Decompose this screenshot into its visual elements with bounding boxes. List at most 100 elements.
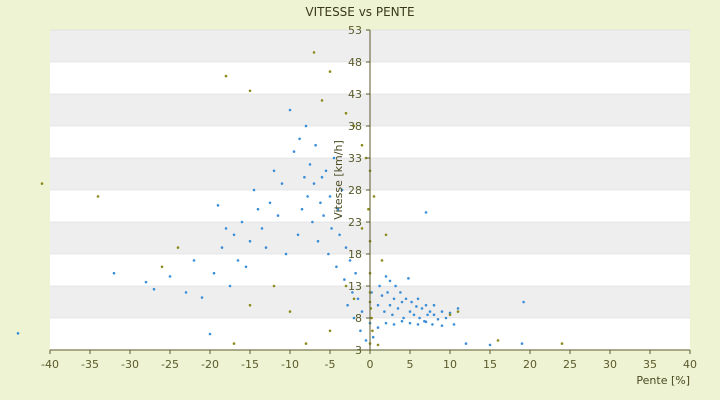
data-point bbox=[319, 201, 322, 205]
x-tick-label: -20 bbox=[201, 358, 219, 371]
data-point bbox=[322, 214, 325, 217]
x-tick-label: 0 bbox=[367, 358, 374, 371]
data-point bbox=[304, 342, 308, 345]
data-point bbox=[396, 307, 400, 310]
x-tick-labels: -40 -35 -30 -25 -20 -15 -10 -5 0 5 10 15 20 25 30 35 40 bbox=[41, 358, 697, 371]
data-point bbox=[336, 207, 340, 211]
data-point bbox=[208, 332, 212, 336]
data-point bbox=[383, 310, 386, 313]
data-point bbox=[408, 321, 412, 325]
data-point bbox=[248, 239, 252, 243]
data-point bbox=[388, 279, 392, 283]
x-tick-label: 15 bbox=[483, 358, 497, 371]
data-point bbox=[346, 303, 349, 307]
data-point bbox=[384, 321, 388, 325]
x-tick-label: 35 bbox=[643, 358, 657, 371]
data-point bbox=[308, 163, 312, 166]
data-point bbox=[352, 297, 356, 301]
data-point bbox=[378, 284, 381, 288]
data-point bbox=[240, 220, 244, 224]
data-point bbox=[456, 310, 460, 313]
y-tick-label: 3 bbox=[355, 344, 362, 357]
data-point bbox=[314, 143, 317, 147]
data-point bbox=[96, 195, 100, 198]
data-point bbox=[248, 89, 252, 93]
data-point bbox=[280, 182, 284, 185]
x-tick-label: -40 bbox=[41, 358, 59, 371]
data-point bbox=[344, 246, 348, 249]
data-point bbox=[448, 313, 452, 317]
y-tick-label: 38 bbox=[348, 120, 362, 133]
data-point bbox=[364, 339, 368, 342]
data-point bbox=[432, 303, 436, 307]
data-point bbox=[464, 342, 468, 345]
x-tick-label: 5 bbox=[407, 358, 414, 371]
data-point bbox=[324, 169, 328, 173]
data-point bbox=[330, 227, 333, 230]
data-point bbox=[144, 280, 148, 284]
data-point bbox=[384, 275, 388, 278]
y-axis-label: Vitesse [km/h] bbox=[332, 140, 345, 220]
data-point bbox=[292, 150, 296, 153]
data-point bbox=[376, 303, 380, 307]
data-point bbox=[244, 265, 248, 269]
data-point bbox=[426, 313, 429, 317]
data-point bbox=[452, 323, 456, 326]
y-tick-label: 33 bbox=[348, 152, 362, 165]
data-point bbox=[400, 319, 404, 323]
data-point bbox=[328, 329, 332, 333]
data-point bbox=[264, 246, 268, 249]
data-point bbox=[340, 188, 344, 192]
data-point bbox=[303, 175, 306, 179]
data-point bbox=[160, 265, 164, 269]
y-tick-label: 8 bbox=[355, 312, 362, 325]
data-point bbox=[402, 316, 405, 320]
data-point bbox=[415, 305, 418, 308]
data-point bbox=[311, 220, 314, 224]
data-point bbox=[448, 311, 452, 315]
data-point bbox=[328, 70, 332, 73]
data-point bbox=[232, 233, 236, 237]
data-point bbox=[328, 195, 332, 198]
data-point bbox=[268, 201, 272, 205]
data-point bbox=[224, 227, 228, 230]
x-tick-label: -10 bbox=[281, 358, 299, 371]
data-point bbox=[416, 323, 420, 326]
data-point bbox=[351, 291, 354, 294]
data-point bbox=[344, 111, 348, 115]
data-point bbox=[456, 307, 460, 310]
x-tick-label: 40 bbox=[683, 358, 697, 371]
data-point bbox=[371, 335, 375, 339]
data-point bbox=[276, 214, 280, 217]
y-tick-label: 43 bbox=[348, 88, 362, 101]
data-point bbox=[352, 124, 356, 128]
data-point bbox=[192, 259, 196, 262]
data-point bbox=[228, 284, 232, 288]
data-point bbox=[522, 300, 525, 304]
data-point bbox=[348, 259, 352, 262]
data-point bbox=[391, 313, 394, 317]
data-point bbox=[440, 324, 444, 327]
data-point bbox=[327, 252, 330, 256]
data-point bbox=[432, 313, 436, 317]
data-point bbox=[431, 323, 434, 326]
data-point bbox=[338, 233, 341, 237]
data-point bbox=[306, 195, 309, 198]
x-tick-label: 10 bbox=[443, 358, 457, 371]
data-point bbox=[380, 259, 384, 262]
data-point bbox=[404, 297, 408, 301]
data-point bbox=[332, 156, 336, 160]
data-point bbox=[288, 310, 292, 313]
data-point bbox=[296, 233, 300, 237]
data-point bbox=[371, 329, 374, 333]
data-point bbox=[520, 342, 524, 345]
data-point bbox=[359, 329, 362, 333]
data-point bbox=[384, 233, 388, 237]
data-point bbox=[399, 291, 402, 294]
data-point bbox=[418, 316, 421, 320]
data-point bbox=[440, 310, 444, 313]
data-point bbox=[248, 303, 252, 307]
